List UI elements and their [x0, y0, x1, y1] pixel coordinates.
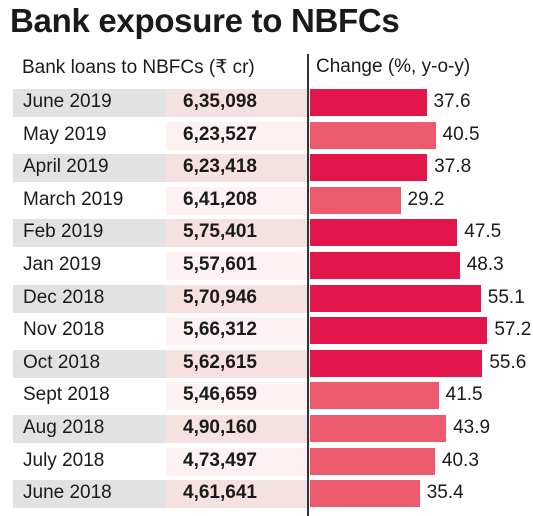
row-background [13, 349, 166, 378]
month-label: Jan 2019 [23, 253, 102, 275]
month-label: Feb 2019 [23, 221, 104, 243]
table-row: Nov 2018 5,66,312 57.2 [13, 315, 533, 348]
loan-value: 4,73,497 [183, 449, 257, 471]
table-row: Feb 2019 5,75,401 47.5 [13, 217, 533, 250]
change-bar [310, 186, 401, 214]
change-label: 48.3 [466, 253, 504, 275]
month-label: Sept 2018 [23, 384, 110, 406]
month-label: May 2019 [23, 123, 107, 145]
month-label: Aug 2018 [23, 416, 105, 438]
month-label: July 2018 [23, 449, 105, 471]
loan-value: 5,62,615 [183, 351, 257, 373]
change-label: 40.5 [442, 123, 480, 145]
loan-value: 4,61,641 [183, 482, 257, 504]
row-background [13, 382, 166, 411]
chart-title: Bank exposure to NBFCs [10, 2, 400, 39]
row-background [166, 89, 307, 117]
row-background [13, 414, 166, 443]
change-label: 55.6 [489, 351, 527, 373]
table-row: Dec 2018 5,70,946 55.1 [13, 283, 533, 316]
month-label: June 2019 [23, 91, 112, 112]
change-bar [310, 349, 483, 377]
change-bar [310, 121, 436, 149]
row-background [13, 154, 166, 183]
loan-value: 6,41,208 [183, 188, 257, 210]
row-background [166, 186, 307, 215]
row-background [13, 219, 166, 248]
change-label: 43.9 [453, 416, 491, 438]
change-bar [310, 154, 428, 182]
change-label: 41.5 [445, 384, 483, 406]
row-background [166, 414, 307, 443]
change-bar [310, 251, 460, 279]
table-row: March 2019 6,41,208 29.2 [13, 185, 533, 218]
change-label: 37.6 [433, 91, 471, 112]
change-label: 40.3 [441, 449, 479, 471]
table-row: Oct 2018 5,62,615 55.6 [13, 348, 533, 381]
table-row: April 2019 6,23,418 37.8 [13, 152, 533, 185]
row-background [13, 480, 166, 509]
change-bar [310, 414, 447, 442]
loan-value: 4,90,160 [183, 416, 257, 438]
loan-value: 5,75,401 [183, 221, 257, 243]
loan-value: 5,46,659 [183, 384, 257, 406]
change-label: 57.2 [494, 319, 532, 341]
month-label: Dec 2018 [23, 286, 105, 308]
loan-value: 6,23,527 [183, 123, 257, 145]
table-row: Jan 2019 5,57,601 48.3 [13, 250, 533, 283]
table-row: May 2019 6,23,527 40.5 [13, 120, 533, 153]
change-bar [310, 219, 458, 247]
change-label: 47.5 [464, 221, 502, 243]
change-label: 37.8 [434, 156, 472, 178]
change-label: 29.2 [407, 188, 445, 210]
row-background [13, 251, 166, 280]
row-background [13, 317, 166, 346]
change-bar [310, 317, 488, 345]
row-background [166, 219, 307, 248]
column-divider [307, 54, 309, 516]
row-background [166, 284, 307, 313]
loan-value: 6,35,098 [183, 91, 257, 112]
change-bar [310, 89, 427, 116]
row-background [13, 186, 166, 215]
change-bar [310, 447, 435, 475]
row-background [166, 251, 307, 280]
row-background [13, 447, 166, 476]
row-background [166, 382, 307, 411]
month-label: Nov 2018 [23, 319, 105, 341]
row-background [166, 317, 307, 346]
row-background [166, 447, 307, 476]
loan-value: 5,70,946 [183, 286, 257, 308]
change-bar [310, 480, 420, 508]
month-label: April 2019 [23, 156, 109, 178]
row-background [166, 480, 307, 509]
table-row: Sept 2018 5,46,659 41.5 [13, 380, 533, 413]
change-label: 55.1 [487, 286, 525, 308]
change-column-header: Change (%, y-o-y) [316, 56, 471, 77]
row-background [13, 284, 166, 313]
month-label: March 2019 [23, 188, 124, 210]
month-label: Oct 2018 [23, 351, 101, 373]
data-table: June 2019 6,35,098 37.6 May 2019 6,23,527 40.… [13, 87, 533, 511]
row-background [166, 349, 307, 378]
loan-value: 6,23,418 [183, 156, 257, 178]
month-label: June 2018 [23, 482, 112, 504]
table-row: Aug 2018 4,90,160 43.9 [13, 413, 533, 446]
loan-value: 5,66,312 [183, 319, 257, 341]
loan-value: 5,57,601 [183, 253, 257, 275]
row-background [166, 154, 307, 183]
table-row: June 2019 6,35,098 37.6 [13, 87, 533, 120]
row-background [166, 121, 307, 150]
table-row: July 2018 4,73,497 40.3 [13, 446, 533, 479]
change-bar [310, 284, 481, 312]
change-bar [310, 382, 439, 410]
row-background [13, 89, 166, 117]
change-label: 35.4 [426, 482, 464, 504]
loans-column-header: Bank loans to NBFCs (₹ cr) [22, 57, 255, 78]
row-background [13, 121, 166, 150]
table-row: June 2018 4,61,641 35.4 [13, 478, 533, 511]
